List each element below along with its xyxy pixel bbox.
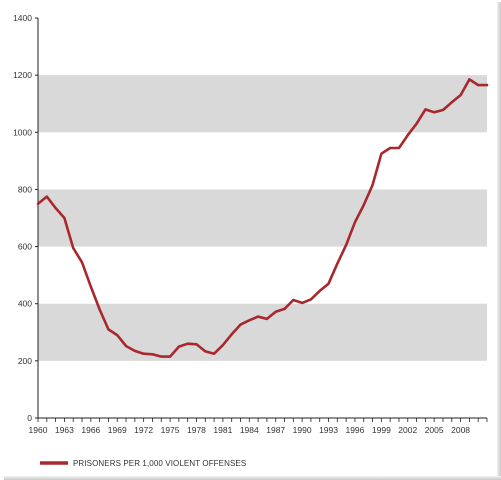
legend-label: PRISONERS PER 1,000 VIOLENT OFFENSES: [73, 459, 246, 468]
data-point: [107, 328, 110, 331]
x-tick-label: 2005: [425, 425, 444, 435]
data-point: [354, 221, 356, 223]
data-point: [90, 285, 92, 288]
x-tick-label: 1987: [266, 425, 285, 435]
data-point: [407, 134, 409, 136]
data-point: [301, 302, 303, 304]
data-point: [239, 323, 242, 326]
data-point: [477, 84, 479, 86]
data-point: [283, 308, 286, 310]
x-tick-labels: 1960 1963 1966 1969 1972 1975 1978 1981 1984 1987…: [29, 425, 471, 435]
frame-shadow-right: [497, 2, 501, 476]
data-point: [257, 315, 259, 318]
data-point: [275, 311, 277, 313]
x-tick-label: 1966: [81, 425, 100, 435]
data-point: [327, 283, 330, 285]
x-tick-label: 2002: [398, 425, 417, 435]
data-point: [63, 217, 66, 219]
y-tick-label: 0: [27, 413, 32, 423]
data-point: [72, 247, 74, 249]
series-group: [36, 78, 489, 358]
legend: PRISONERS PER 1,000 VIOLENT OFFENSES: [40, 459, 246, 468]
data-point: [55, 207, 57, 209]
data-point: [310, 298, 312, 301]
data-point: [389, 147, 391, 149]
data-point: [433, 111, 435, 113]
data-point: [248, 319, 250, 321]
y-tick-label: 1200: [13, 70, 32, 80]
x-tick-label: 1975: [161, 425, 180, 435]
data-point: [178, 345, 180, 348]
data-point: [468, 78, 470, 81]
data-point: [46, 195, 48, 198]
y-tick-label: 1000: [13, 127, 32, 137]
x-tick-label: 1978: [187, 425, 206, 435]
y-tick-label: 1400: [13, 13, 32, 23]
x-tick-label: 1990: [293, 425, 312, 435]
data-point: [345, 244, 347, 246]
data-point: [459, 94, 462, 96]
data-point: [151, 353, 154, 355]
grid-band: [38, 75, 487, 133]
data-point: [336, 263, 338, 265]
axes: [35, 17, 488, 422]
data-point: [292, 299, 294, 301]
y-tick-label: 600: [18, 242, 32, 252]
data-point: [380, 153, 382, 155]
data-point: [134, 350, 136, 352]
series-line: [36, 78, 489, 358]
data-point: [195, 343, 198, 345]
data-point: [371, 184, 374, 186]
data-point: [125, 345, 127, 347]
x-tick-label: 2008: [451, 425, 470, 435]
y-tick-label: 200: [18, 356, 32, 366]
x-tick-label: 1969: [108, 425, 127, 435]
x-tick-label: 1996: [345, 425, 364, 435]
data-point: [363, 204, 365, 206]
data-point: [81, 261, 83, 263]
y-tick-labels: 0 200 400 600 800 1000 1200 1400: [13, 13, 32, 423]
frame-shadow-bottom: [4, 476, 501, 480]
data-point: [415, 123, 418, 125]
x-tick-label: 1960: [29, 425, 48, 435]
data-point: [116, 334, 118, 336]
x-tick-label: 1972: [134, 425, 153, 435]
data-point: [99, 308, 101, 311]
x-tick-label: 1999: [372, 425, 391, 435]
data-point: [204, 350, 206, 353]
data-point: [451, 101, 453, 103]
data-point: [398, 147, 400, 149]
data-point: [222, 344, 224, 346]
data-point: [187, 343, 189, 345]
data-point: [143, 353, 145, 355]
x-tick-label: 1993: [319, 425, 338, 435]
y-tick-label: 800: [18, 184, 32, 194]
x-tick-label: 1981: [213, 425, 232, 435]
x-tick-label: 1963: [55, 425, 74, 435]
data-point: [37, 203, 39, 205]
grid-band: [38, 303, 487, 361]
y-tick-label: 400: [18, 299, 32, 309]
data-point: [424, 108, 426, 111]
data-point: [213, 353, 215, 355]
x-tick-label: 1984: [240, 425, 259, 435]
data-point: [319, 290, 321, 292]
data-point: [169, 355, 171, 358]
data-point: [486, 84, 488, 86]
grid-band: [38, 189, 487, 247]
data-point: [160, 355, 162, 358]
data-point: [266, 318, 268, 320]
data-point: [442, 109, 444, 111]
data-point: [231, 333, 233, 335]
